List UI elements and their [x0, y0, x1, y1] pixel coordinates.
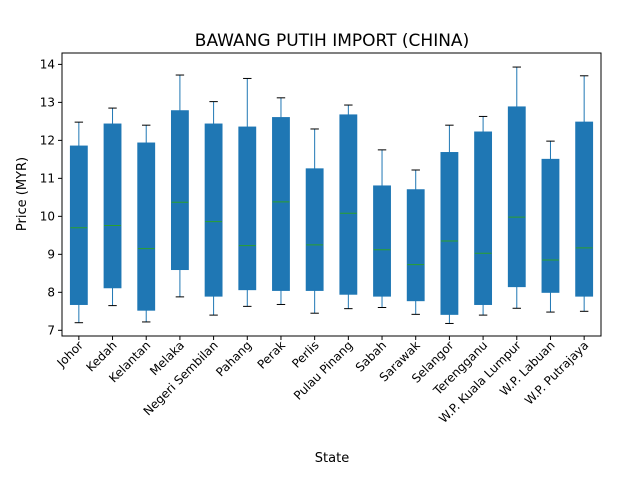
box-group: [440, 124, 459, 324]
y-tick-label: 8: [47, 285, 55, 299]
box-group: [339, 104, 358, 310]
box: [440, 152, 459, 315]
box: [272, 117, 290, 291]
box-group: [170, 74, 189, 298]
box: [507, 106, 526, 288]
plot-frame: [61, 52, 602, 337]
box-group: [575, 75, 594, 312]
box: [69, 145, 88, 305]
box: [204, 123, 223, 297]
y-tick-label: 12: [40, 133, 55, 147]
box: [541, 158, 560, 293]
box: [406, 189, 425, 302]
y-tick-label: 7: [47, 323, 55, 337]
x-tick-label: Perak: [255, 338, 289, 372]
y-tick-label: 11: [40, 171, 55, 185]
box-group: [204, 101, 223, 316]
box: [474, 131, 493, 305]
box: [339, 114, 358, 295]
box-group: [474, 115, 493, 316]
y-tick-label: 13: [40, 95, 55, 109]
box: [170, 110, 189, 271]
box: [137, 142, 156, 311]
y-tick-label: 10: [40, 209, 55, 223]
y-tick-label: 9: [47, 247, 55, 261]
plot-area: [69, 66, 594, 324]
box: [305, 168, 324, 291]
box: [238, 126, 257, 291]
box-group: [103, 107, 122, 307]
box: [575, 121, 594, 297]
y-axis-label: Price (MYR): [15, 157, 30, 231]
box-group: [69, 121, 88, 324]
box: [103, 123, 122, 289]
y-axis: 7 8 9 10 11 12 13 14: [40, 57, 62, 337]
box-group: [272, 97, 290, 305]
box-group: [507, 66, 526, 309]
x-tick-label: Pulau Pinang: [291, 338, 356, 403]
y-tick-label: 14: [40, 57, 55, 71]
box-group: [406, 169, 425, 315]
box-group: [238, 77, 257, 307]
chart-title: BAWANG PUTIH IMPORT (CHINA): [195, 31, 469, 51]
box: [373, 185, 391, 297]
box-group: [305, 128, 324, 314]
x-tick-label: Johor: [54, 338, 86, 370]
x-tick-label: Pahang: [213, 338, 254, 379]
box-group: [541, 140, 560, 313]
x-axis-label: State: [315, 451, 349, 466]
box-group: [137, 124, 156, 323]
box-group: [373, 149, 391, 309]
